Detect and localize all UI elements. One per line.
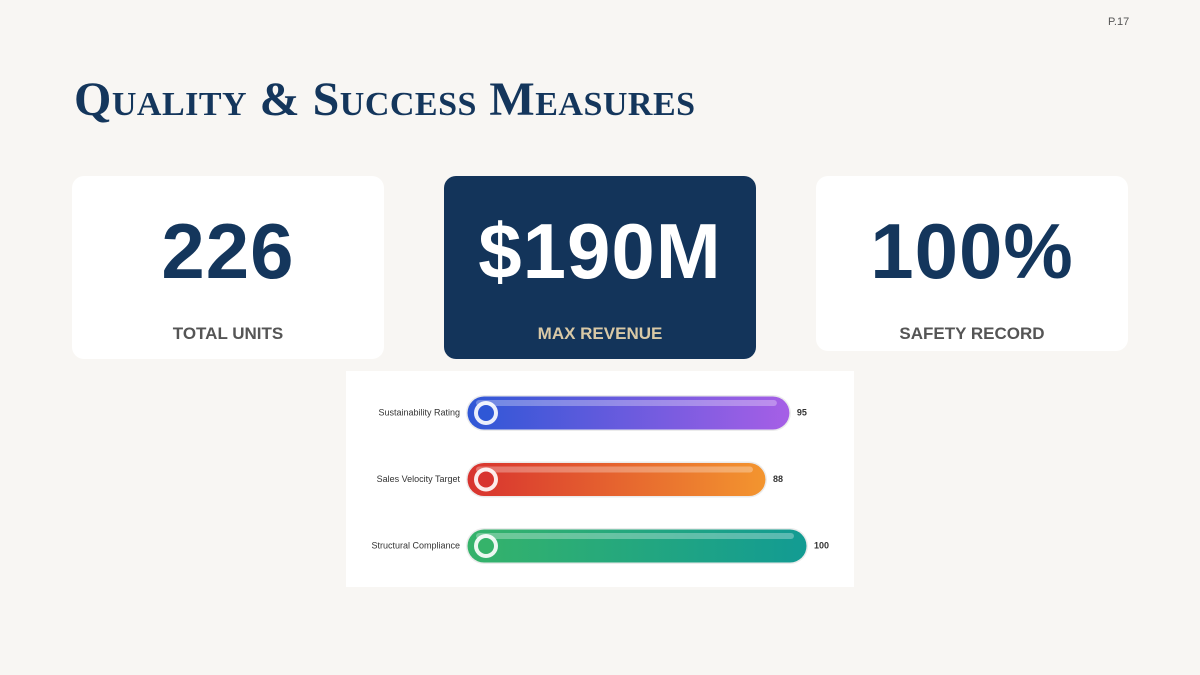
kpi-card: $190M MAX REVENUE <box>444 176 756 359</box>
bar <box>467 396 790 430</box>
kpi-label: MAX REVENUE <box>537 324 663 343</box>
bar <box>467 463 766 496</box>
bar-highlight <box>476 533 794 539</box>
value-label: 100 <box>814 540 829 550</box>
kpi-label: SAFETY RECORD <box>899 324 1045 343</box>
bar-highlight <box>476 400 777 406</box>
bar-icon-inner <box>478 471 494 488</box>
kpi-card: 100% SAFETY RECORD <box>816 176 1128 351</box>
bar-icon-inner <box>478 405 494 421</box>
bar-chart: Sustainability Rating 95 Sales Velocity Ta… <box>346 371 854 587</box>
kpi-card: 226 TOTAL UNITS <box>72 176 384 359</box>
bar-highlight <box>476 466 753 473</box>
slide-title: Quality & Success Measures <box>74 73 696 126</box>
value-label: 95 <box>797 407 807 417</box>
kpi-label: TOTAL UNITS <box>172 324 284 343</box>
category-label: Structural Compliance <box>371 540 460 550</box>
page-number: P.17 <box>1108 16 1130 28</box>
kpi-value: 226 <box>161 207 295 295</box>
bar-icon-inner <box>478 538 494 554</box>
value-label: 88 <box>773 474 783 484</box>
bar <box>467 529 807 563</box>
kpi-value: 100% <box>870 207 1074 295</box>
kpi-value: $190M <box>478 207 722 295</box>
category-label: Sustainability Rating <box>378 407 460 417</box>
category-label: Sales Velocity Target <box>377 474 461 484</box>
